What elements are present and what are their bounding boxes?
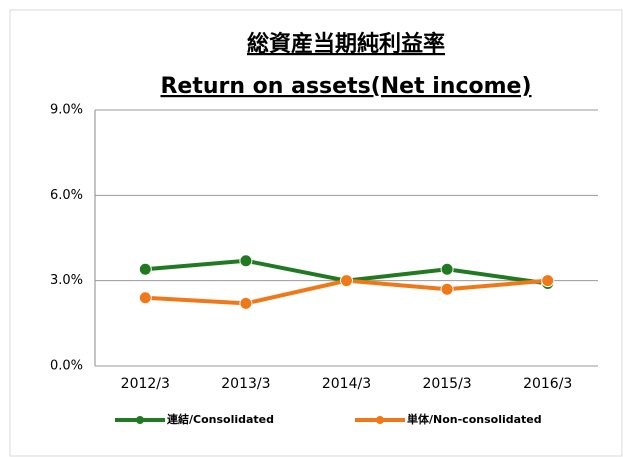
y-tick-label: 9.0% — [50, 103, 83, 118]
chart-frame — [9, 9, 623, 457]
legend-marker — [136, 416, 144, 424]
x-tick-label: 2016/3 — [523, 376, 572, 392]
data-point — [440, 262, 454, 276]
legend-label: 連結/Consolidated — [167, 412, 274, 426]
legend-marker — [376, 416, 384, 424]
data-point — [239, 254, 253, 268]
data-point — [440, 282, 454, 296]
x-tick-label: 2015/3 — [422, 376, 471, 392]
data-point — [138, 291, 152, 305]
y-tick-label: 6.0% — [50, 188, 83, 203]
data-point — [239, 296, 253, 310]
chart-title: 総資産当期純利益率 — [247, 31, 445, 57]
y-tick-label: 0.0% — [50, 359, 83, 374]
x-tick-label: 2012/3 — [121, 376, 170, 392]
data-point — [541, 274, 555, 288]
x-tick-label: 2014/3 — [322, 376, 371, 392]
chart-subtitle: Return on assets(Net income) — [160, 74, 531, 99]
data-point — [138, 262, 152, 276]
y-tick-label: 3.0% — [50, 273, 83, 288]
legend-label: 単体/Non-consolidated — [407, 412, 542, 426]
data-point — [340, 274, 353, 288]
x-tick-label: 2013/3 — [221, 376, 270, 392]
